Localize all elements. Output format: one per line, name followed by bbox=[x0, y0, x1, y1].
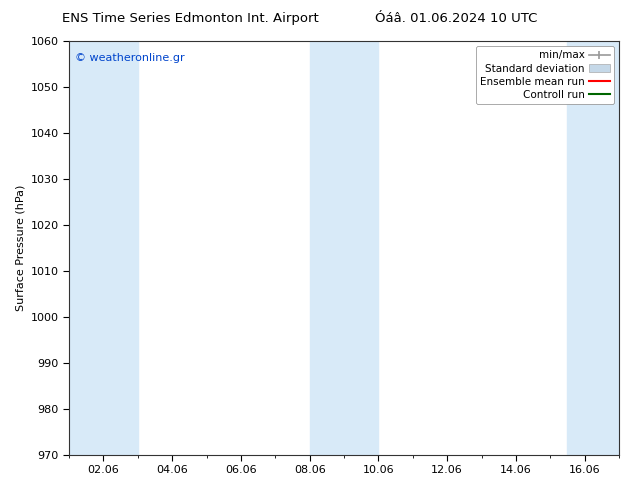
Text: Óáâ. 01.06.2024 10 UTC: Óáâ. 01.06.2024 10 UTC bbox=[375, 12, 538, 25]
Y-axis label: Surface Pressure (hPa): Surface Pressure (hPa) bbox=[15, 185, 25, 311]
Bar bbox=[567, 41, 619, 455]
Bar bbox=[309, 41, 378, 455]
Legend: min/max, Standard deviation, Ensemble mean run, Controll run: min/max, Standard deviation, Ensemble me… bbox=[476, 46, 614, 104]
Text: ENS Time Series Edmonton Int. Airport: ENS Time Series Edmonton Int. Airport bbox=[62, 12, 318, 25]
Text: © weatheronline.gr: © weatheronline.gr bbox=[75, 53, 184, 64]
Bar bbox=[69, 41, 138, 455]
